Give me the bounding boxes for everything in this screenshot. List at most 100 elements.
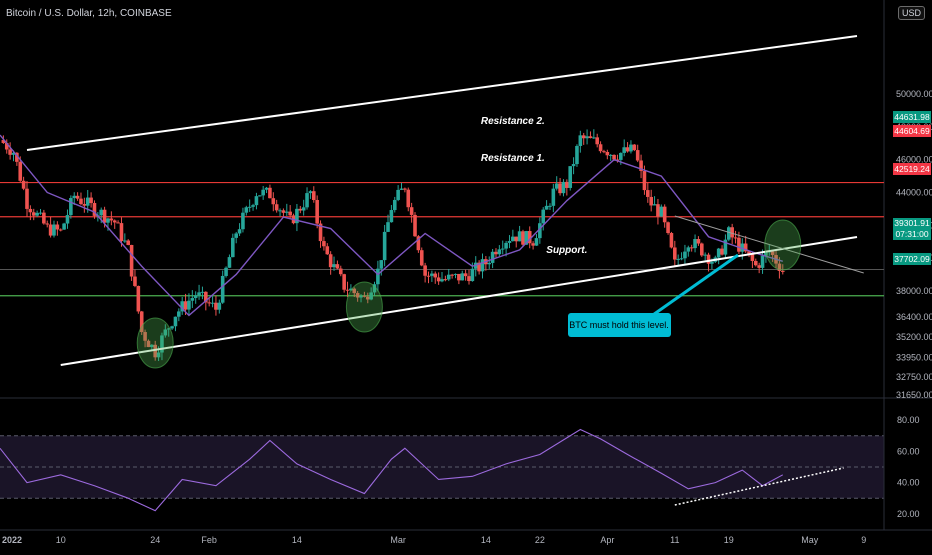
currency-badge[interactable]: USD — [897, 6, 925, 20]
candle-body — [62, 223, 66, 230]
candle-body — [42, 212, 46, 224]
candle-body — [328, 254, 333, 268]
candle-body — [335, 264, 340, 269]
candle-body — [730, 227, 734, 238]
x-tick-label: 9 — [861, 535, 866, 545]
price-tag-3 — [893, 218, 931, 240]
price-tick-label: 38000.00 — [896, 286, 932, 296]
candle-body — [150, 344, 154, 348]
candle-body — [544, 205, 549, 210]
candle-body — [396, 189, 400, 200]
level-label-1: Resistance 1. — [481, 153, 545, 164]
candle-body — [369, 292, 373, 300]
candle-body — [322, 241, 326, 247]
candle-body — [244, 207, 249, 213]
annotation-text: BTC must hold this level. — [569, 320, 669, 330]
candle-body — [565, 181, 569, 188]
candle-body — [760, 255, 765, 268]
candle-body — [605, 151, 610, 156]
level-label-2: Support. — [546, 245, 587, 256]
candle-body — [737, 237, 741, 252]
candle-body — [170, 326, 174, 329]
price-tick-label: 35200.00 — [896, 332, 932, 342]
candle-body — [247, 206, 252, 208]
candle-body — [21, 180, 26, 189]
candle-body — [25, 188, 29, 209]
level-label-0: Resistance 2. — [481, 116, 545, 127]
candle-body — [338, 268, 343, 275]
support-touch-highlight-1 — [345, 281, 383, 333]
candle-body — [514, 236, 519, 242]
candle-body — [615, 159, 620, 161]
candle-body — [183, 301, 188, 310]
candle-body — [534, 238, 539, 246]
candle-body — [689, 247, 694, 249]
price-tag-label-2: 42519.24 — [894, 164, 930, 174]
candle-body — [217, 302, 222, 310]
candle-body — [770, 251, 775, 256]
candle-body — [58, 229, 63, 231]
candle-body — [392, 199, 397, 211]
candle-body — [237, 229, 242, 234]
candle-body — [419, 250, 424, 266]
rsi-tick-label: 60.00 — [897, 446, 920, 456]
candle-body — [200, 291, 205, 293]
price-tag-2 — [893, 163, 931, 175]
candle-body — [703, 254, 707, 256]
candle-body — [153, 344, 158, 358]
price-tag-countdown: 07:31:00 — [895, 229, 928, 239]
candle-body — [163, 329, 168, 336]
candle-body — [193, 295, 198, 299]
candle-body — [89, 197, 93, 204]
candle-body — [72, 195, 77, 199]
candle-body — [581, 135, 586, 139]
candle-body — [102, 209, 107, 223]
candle-body — [129, 244, 134, 277]
candle-body — [274, 204, 279, 211]
candle-body — [571, 164, 576, 167]
candle-body — [311, 191, 316, 200]
candle-body — [426, 275, 431, 277]
candle-body — [133, 276, 137, 286]
candle-body — [757, 265, 761, 268]
candle-body — [31, 212, 36, 216]
candle-body — [352, 288, 357, 294]
candle-body — [652, 204, 657, 206]
candle-body — [409, 207, 414, 215]
candle-body — [551, 188, 556, 206]
candle-body — [79, 198, 83, 204]
candle-body — [423, 265, 427, 276]
candle-body — [554, 183, 559, 189]
x-tick-label: 14 — [292, 535, 302, 545]
rsi-divergence-line — [674, 467, 844, 506]
candle-body — [558, 183, 562, 194]
moving-average-line — [0, 134, 783, 317]
candle-body — [190, 298, 195, 301]
candle-body — [720, 248, 724, 255]
candle-body — [376, 268, 380, 285]
candle-body — [173, 316, 178, 327]
rsi-tick-label: 80.00 — [897, 415, 920, 425]
x-tick-label: 24 — [150, 535, 160, 545]
candle-body — [750, 254, 755, 261]
candle-body — [659, 206, 664, 217]
candle-body — [480, 259, 485, 272]
candle-body — [241, 212, 245, 230]
candle-body — [642, 170, 647, 191]
x-tick-label: Mar — [390, 535, 406, 545]
candle-body — [298, 208, 303, 211]
price-tick-label: 50000.00 — [896, 89, 932, 99]
candle-body — [578, 135, 583, 146]
candle-body — [359, 295, 363, 298]
candle-body — [258, 195, 262, 197]
candle-body — [325, 246, 330, 255]
price-tag-label-0: 44631.98 — [894, 112, 930, 122]
candle-body — [612, 154, 616, 160]
candle-body — [710, 261, 714, 264]
candle-body — [15, 152, 19, 162]
candle-body — [301, 207, 306, 211]
x-tick-label: 22 — [535, 535, 545, 545]
candle-body — [386, 222, 390, 232]
candle-body — [629, 144, 633, 152]
